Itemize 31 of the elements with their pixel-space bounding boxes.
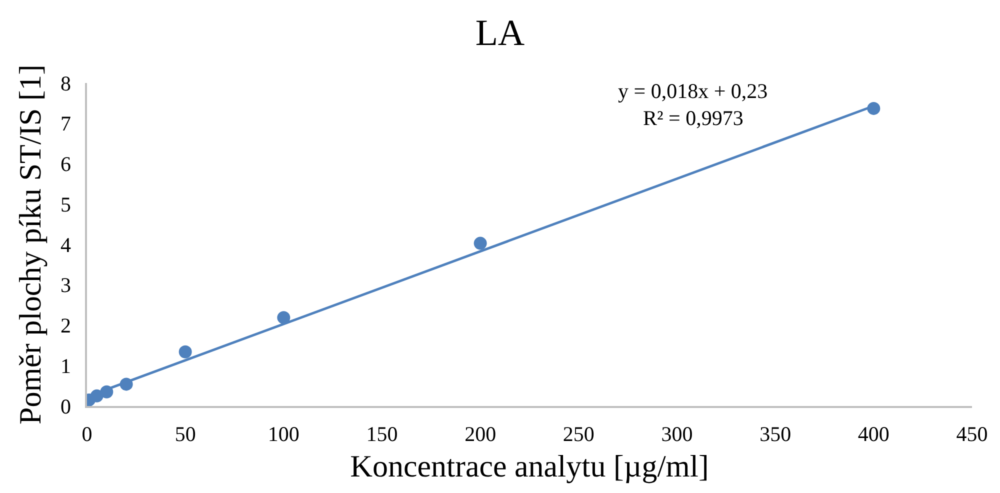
y-tick-label: 7 — [60, 112, 72, 136]
y-tick-label: 0 — [60, 394, 72, 418]
y-tick-label: 2 — [60, 314, 72, 338]
x-tick-label: 50 — [174, 422, 196, 446]
chart-title: LA — [475, 12, 525, 54]
point — [100, 385, 114, 398]
point — [474, 236, 487, 250]
y-tick-label: 8 — [60, 71, 72, 96]
point — [90, 389, 104, 402]
annotation: y = 0,018x + 0,23 — [618, 79, 768, 103]
x-tick-label: 250 — [562, 422, 594, 446]
point — [178, 345, 192, 358]
x-tick-label: 150 — [366, 422, 398, 446]
y-axis-title: Poměr plochy píku ST/IS [1] — [12, 64, 48, 424]
annotation: R² = 0,9973 — [643, 106, 744, 130]
y-tick-label: 5 — [60, 192, 72, 216]
x-axis-title: Koncentrace analytu [µg/ml] — [350, 448, 709, 484]
point — [120, 378, 133, 391]
x-tick-label: 200 — [464, 422, 496, 446]
point — [277, 311, 290, 324]
point — [867, 102, 880, 115]
y-tick-label: 1 — [60, 354, 72, 378]
y-tick-label: 4 — [60, 232, 72, 257]
y-tick-label: 6 — [60, 152, 72, 176]
x-tick-label: 350 — [760, 422, 792, 446]
x-tick-label: 100 — [268, 422, 300, 446]
x-tick-label: 400 — [858, 422, 890, 446]
x-tick-label: 450 — [956, 422, 988, 446]
x-tick-label: 0 — [82, 422, 92, 446]
y-tick-label: 3 — [60, 273, 72, 298]
x-tick-label: 300 — [661, 422, 693, 446]
